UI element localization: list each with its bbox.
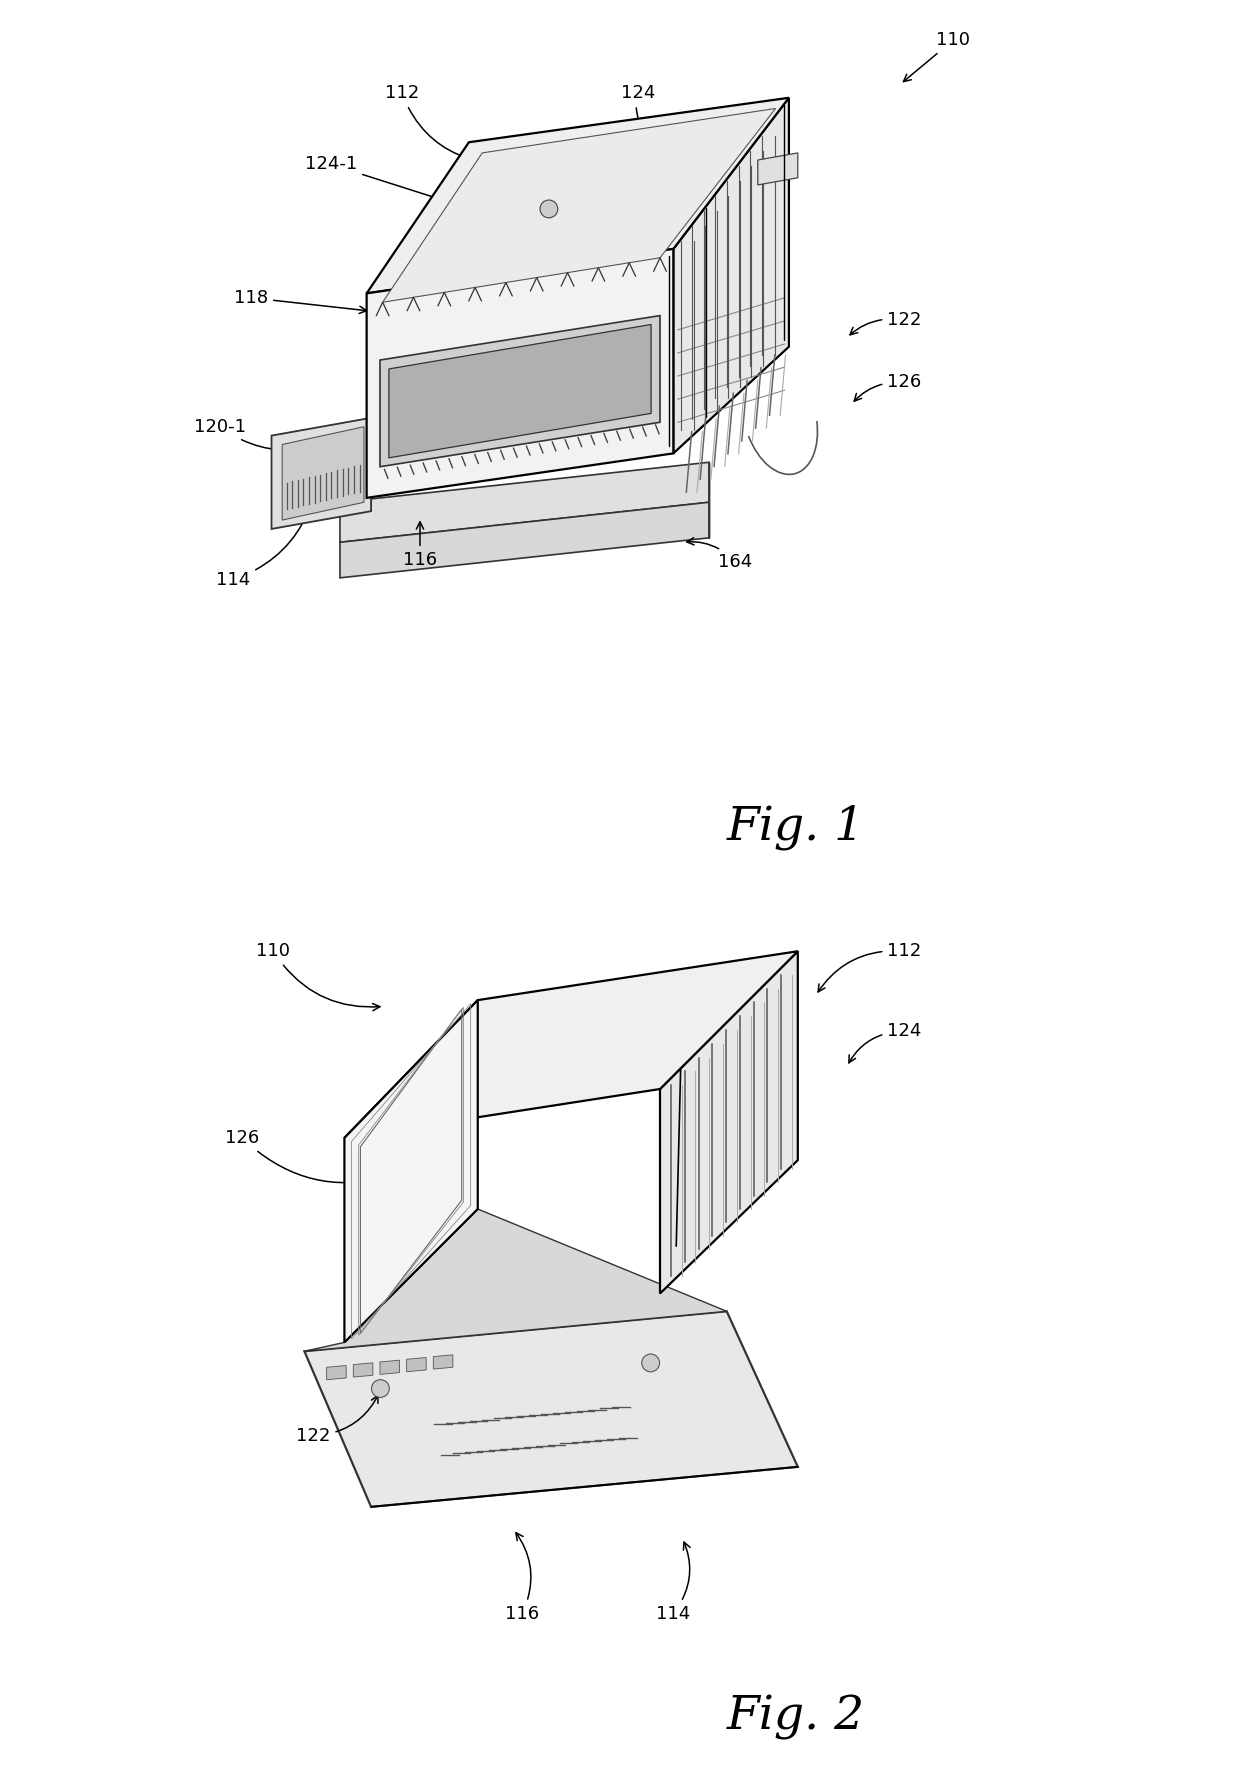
Polygon shape <box>353 1362 373 1376</box>
Polygon shape <box>383 108 775 302</box>
Text: 122: 122 <box>296 1396 378 1446</box>
Text: 112: 112 <box>818 942 921 992</box>
Polygon shape <box>367 98 789 293</box>
Text: 124: 124 <box>620 84 655 130</box>
Circle shape <box>642 1355 660 1373</box>
Polygon shape <box>758 153 797 185</box>
Polygon shape <box>407 1358 427 1373</box>
Polygon shape <box>379 1360 399 1374</box>
Text: 112: 112 <box>386 84 469 160</box>
Text: 164: 164 <box>687 537 753 571</box>
Polygon shape <box>340 462 709 542</box>
Text: 110: 110 <box>257 942 379 1010</box>
Text: 110: 110 <box>904 30 971 82</box>
Text: 118: 118 <box>234 288 367 313</box>
Text: 116: 116 <box>505 1533 539 1623</box>
Polygon shape <box>367 249 673 498</box>
Text: 114: 114 <box>216 501 312 589</box>
Text: 120-1: 120-1 <box>193 418 317 452</box>
Polygon shape <box>272 418 371 528</box>
Circle shape <box>539 199 558 217</box>
Text: 124: 124 <box>849 1022 921 1063</box>
Text: Fig. 2: Fig. 2 <box>727 1694 866 1741</box>
Text: 124-1: 124-1 <box>305 155 446 203</box>
Polygon shape <box>304 1312 797 1508</box>
Polygon shape <box>345 951 797 1138</box>
Polygon shape <box>379 316 660 466</box>
Circle shape <box>372 1380 389 1398</box>
Text: 122: 122 <box>849 311 921 334</box>
Text: 126: 126 <box>854 373 921 402</box>
Polygon shape <box>326 1366 346 1380</box>
Polygon shape <box>673 98 789 453</box>
Polygon shape <box>304 1209 727 1351</box>
Text: 126: 126 <box>224 1129 393 1182</box>
Text: 116: 116 <box>403 523 436 569</box>
Text: 114: 114 <box>656 1542 691 1623</box>
Polygon shape <box>340 501 709 578</box>
Polygon shape <box>345 999 477 1342</box>
Text: 120: 120 <box>322 489 361 516</box>
Polygon shape <box>283 427 365 519</box>
Polygon shape <box>660 951 797 1293</box>
Polygon shape <box>433 1355 453 1369</box>
Text: Fig. 1: Fig. 1 <box>727 804 866 850</box>
Polygon shape <box>389 324 651 457</box>
